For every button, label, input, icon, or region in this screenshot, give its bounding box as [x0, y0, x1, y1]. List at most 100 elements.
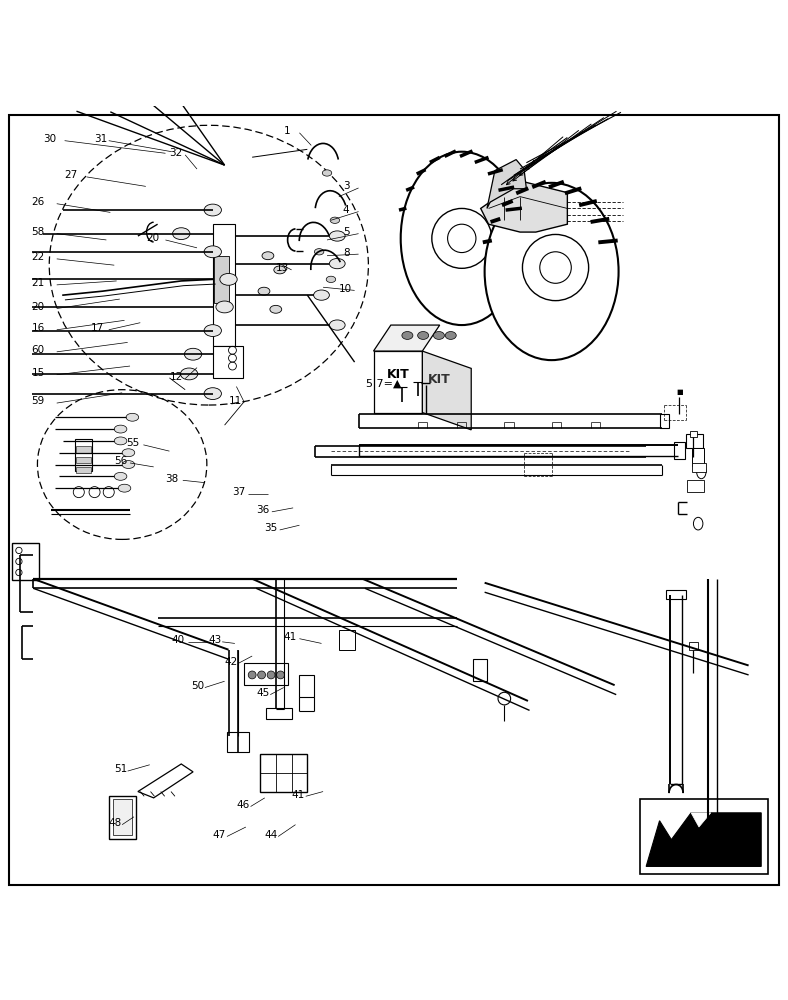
Bar	[213, 224, 235, 346]
Ellipse shape	[216, 301, 233, 313]
Polygon shape	[646, 813, 761, 866]
Ellipse shape	[697, 465, 706, 479]
Text: 36: 36	[256, 505, 269, 515]
Text: 43: 43	[208, 635, 221, 645]
Ellipse shape	[269, 305, 281, 313]
Text: 40: 40	[172, 635, 185, 645]
Ellipse shape	[204, 388, 221, 400]
Text: 35: 35	[264, 523, 277, 533]
Bar	[660, 414, 669, 428]
Text: 46: 46	[236, 800, 250, 810]
Polygon shape	[691, 813, 711, 827]
Bar	[689, 642, 698, 650]
Bar	[12, 543, 39, 580]
Ellipse shape	[204, 325, 221, 336]
Text: 5: 5	[343, 227, 349, 237]
Bar	[640, 799, 768, 874]
Text: 17: 17	[91, 323, 104, 333]
Bar	[266, 708, 292, 719]
Ellipse shape	[114, 425, 127, 433]
Ellipse shape	[220, 273, 237, 285]
Polygon shape	[374, 351, 422, 413]
Text: 60: 60	[32, 345, 45, 355]
Ellipse shape	[122, 449, 135, 457]
Ellipse shape	[326, 276, 336, 283]
Text: 21: 21	[32, 278, 45, 288]
Ellipse shape	[184, 348, 202, 360]
Ellipse shape	[126, 413, 139, 421]
Bar	[244, 663, 288, 685]
Text: 59: 59	[32, 396, 45, 406]
Bar	[109, 796, 136, 839]
Circle shape	[258, 671, 266, 679]
Ellipse shape	[693, 517, 703, 530]
Ellipse shape	[204, 204, 221, 216]
Text: 45: 45	[256, 688, 269, 698]
Text: 10: 10	[339, 284, 352, 294]
Bar	[113, 799, 132, 835]
Text: KIT: KIT	[428, 373, 451, 386]
Ellipse shape	[314, 290, 329, 300]
Text: 26: 26	[32, 197, 45, 207]
Text: 41: 41	[292, 790, 305, 800]
Text: 12: 12	[169, 372, 183, 382]
Polygon shape	[481, 181, 567, 232]
Ellipse shape	[114, 472, 127, 480]
Text: KIT: KIT	[387, 368, 409, 381]
Ellipse shape	[329, 320, 345, 330]
Circle shape	[522, 234, 589, 301]
Bar	[686, 434, 703, 448]
Bar	[674, 442, 685, 459]
Text: 3: 3	[343, 181, 349, 191]
Circle shape	[432, 208, 492, 268]
Ellipse shape	[322, 170, 332, 176]
Ellipse shape	[400, 152, 522, 325]
Ellipse shape	[418, 332, 429, 339]
Text: 44: 44	[264, 830, 277, 840]
Bar	[692, 448, 704, 466]
Text: 56: 56	[114, 456, 128, 466]
Bar	[473, 659, 487, 681]
Ellipse shape	[180, 368, 198, 380]
Ellipse shape	[262, 252, 274, 260]
Circle shape	[89, 487, 100, 498]
Text: 42: 42	[225, 657, 238, 667]
Bar	[214, 256, 229, 303]
Circle shape	[73, 487, 84, 498]
Circle shape	[277, 671, 284, 679]
Text: 1: 1	[284, 126, 290, 136]
Ellipse shape	[122, 461, 135, 468]
Polygon shape	[138, 764, 193, 798]
Ellipse shape	[329, 231, 345, 241]
Ellipse shape	[118, 484, 131, 492]
Circle shape	[267, 671, 275, 679]
Text: 31: 31	[95, 134, 108, 144]
Bar	[692, 463, 706, 472]
Circle shape	[248, 671, 256, 679]
Text: 37: 37	[232, 487, 246, 497]
Bar	[299, 675, 314, 697]
Ellipse shape	[204, 246, 221, 258]
Bar	[76, 457, 91, 463]
Bar	[687, 480, 704, 492]
Circle shape	[103, 487, 114, 498]
Ellipse shape	[114, 437, 127, 445]
Text: 16: 16	[32, 323, 45, 333]
Text: 22: 22	[32, 252, 45, 262]
Text: 27: 27	[65, 170, 78, 180]
Text: 15: 15	[32, 368, 45, 378]
Bar	[666, 590, 686, 599]
Text: 11: 11	[229, 396, 242, 406]
Ellipse shape	[445, 332, 456, 339]
Text: ■: ■	[676, 389, 682, 395]
Text: 51: 51	[114, 764, 128, 774]
Polygon shape	[422, 351, 471, 430]
Ellipse shape	[402, 332, 413, 339]
Polygon shape	[487, 160, 526, 208]
Text: 50: 50	[191, 681, 204, 691]
Ellipse shape	[274, 266, 285, 274]
Ellipse shape	[314, 249, 324, 255]
Bar	[76, 446, 91, 453]
Bar	[227, 732, 249, 752]
Text: 5 7=▲: 5 7=▲	[366, 378, 401, 388]
